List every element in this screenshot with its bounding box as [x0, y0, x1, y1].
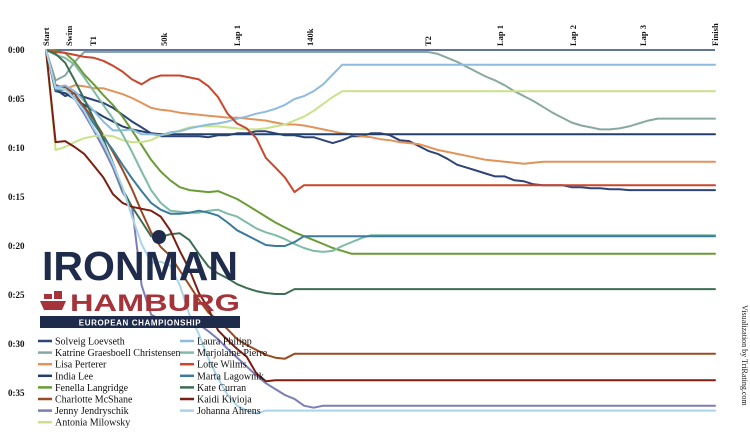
- legend-label: Lisa Perterer: [55, 360, 107, 371]
- x-tick-label: Lap 1: [232, 25, 242, 46]
- credit-text: Visualization by TriRating.com: [740, 305, 749, 406]
- y-tick-label: 0:00: [8, 45, 25, 55]
- logo-brand: IRONMAN: [42, 243, 238, 289]
- y-axis: 0:00 0:05 0:10 0:15 0:20 0:25 0:30 0:35: [8, 45, 25, 398]
- legend-label: Fenella Langridge: [55, 383, 129, 394]
- legend-label: Johanna Ahrens: [197, 406, 261, 417]
- y-tick-label: 0:15: [8, 192, 25, 202]
- legend-label: Marta Lagownik: [197, 371, 264, 382]
- ironman-hamburg-logo: IRONMAN HAMBURG EUROPEAN CHAMPIONSHIP: [40, 228, 245, 334]
- x-tick-label: Lap 3: [638, 25, 648, 46]
- legend-label: Katrine Graesboell Christensen: [55, 348, 181, 359]
- x-tick-label: Lap 2: [568, 25, 578, 46]
- series-line: [46, 50, 715, 135]
- legend-label: Antonia Milowsky: [55, 418, 130, 429]
- x-tick-label: Swim: [64, 26, 74, 46]
- legend-label: India Lee: [55, 371, 94, 382]
- legend-label: Solveig Loevseth: [55, 337, 125, 348]
- legend-label: Kaidi Kivioja: [197, 395, 252, 406]
- y-tick-label: 0:10: [8, 143, 25, 153]
- x-tick-label: Start: [41, 27, 51, 46]
- series-line: [46, 50, 715, 164]
- logo-event: EUROPEAN CHAMPIONSHIP: [79, 319, 201, 328]
- x-tick-label: T2: [423, 36, 433, 46]
- legend-label: Jenny Jendryschik: [55, 406, 129, 417]
- y-tick-label: 0:05: [8, 94, 25, 104]
- x-tick-label: Lap 1: [495, 25, 505, 46]
- series-line: [46, 50, 715, 192]
- y-tick-label: 0:30: [8, 339, 25, 349]
- logo-dot-icon: [152, 230, 166, 244]
- logo-city: HAMBURG: [70, 290, 240, 317]
- legend-label: Lotte Wilms: [197, 360, 247, 371]
- y-tick-label: 0:35: [8, 388, 25, 398]
- x-tick-label: 50k: [159, 33, 169, 47]
- series-line: [46, 50, 715, 246]
- series-line: [46, 50, 715, 190]
- ship-icon: [40, 291, 66, 310]
- legend-label: Marjolaine Pierre: [197, 348, 268, 359]
- y-tick-label: 0:25: [8, 290, 25, 300]
- series-line: [46, 50, 715, 129]
- x-tick-label: Finish: [710, 23, 720, 46]
- y-tick-label: 0:20: [8, 241, 25, 251]
- x-tick-label: T1: [88, 36, 98, 46]
- x-tick-label: 140k: [305, 28, 315, 46]
- legend-label: Charlotte McShane: [55, 395, 133, 406]
- legend-label: Kate Curran: [197, 383, 246, 394]
- legend-label: Laura Philipp: [197, 337, 252, 348]
- x-axis: Start Swim T1 50k Lap 1 140k T2 Lap 1 Lap 2 Lap 3…: [41, 23, 720, 50]
